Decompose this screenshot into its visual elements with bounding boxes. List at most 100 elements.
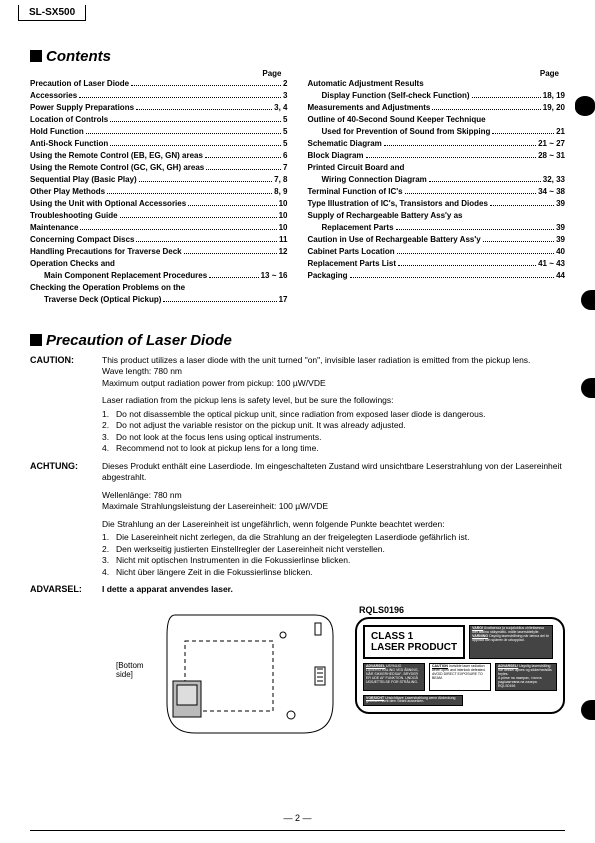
toc-left-col: Page Precaution of Laser Diode2Accessori… — [30, 69, 288, 306]
toc-row: Checking the Operation Problems on the — [30, 282, 288, 294]
precaution-heading: Precaution of Laser Diode — [30, 332, 565, 349]
toc-dots — [492, 128, 554, 134]
toc-dots — [350, 272, 555, 278]
toc-page: 34 ~ 38 — [538, 186, 565, 198]
toc-row: Sequential Play (Basic Play) 7, 8 — [30, 174, 288, 186]
plate-border: CLASS 1 LASER PRODUCT VARO! Avattaessa j… — [355, 617, 565, 714]
toc-label: Schematic Diagram — [308, 138, 382, 150]
numbered-item: 4.Recommend not to look at pickup lens f… — [102, 443, 565, 454]
toc-row: Hold Function5 — [30, 126, 288, 138]
figure-row: [Bottom side] RQLS0196 CLASS 1 LASER PRO… — [30, 605, 565, 735]
toc-label: Anti-Shock Function — [30, 138, 108, 150]
square-bullet-icon — [30, 50, 42, 62]
item-text: Do not adjust the variable resistor on t… — [116, 420, 406, 431]
toc-label: Other Play Methods — [30, 186, 105, 198]
toc-dots — [396, 224, 555, 230]
toc-label: Handling Precautions for Traverse Deck — [30, 246, 182, 258]
item-number: 4. — [102, 567, 116, 578]
toc-label: Replacement Parts List — [308, 258, 396, 270]
toc-label: Precaution of Laser Diode — [30, 78, 129, 90]
toc-row: Measurements and Adjustments19, 20 — [308, 102, 566, 114]
toc-label: Measurements and Adjustments — [308, 102, 431, 114]
toc-dots — [483, 236, 554, 242]
toc-page: 13 ~ 16 — [261, 270, 288, 282]
toc-page: 3, 4 — [274, 102, 287, 114]
toc-page: 12 — [279, 246, 288, 258]
toc-row: Caution in Use of Rechargeable Battery A… — [308, 234, 566, 246]
toc-row: Handling Precautions for Traverse Deck 12 — [30, 246, 288, 258]
toc-dots — [131, 80, 281, 86]
precaution-title: Precaution of Laser Diode — [46, 332, 232, 349]
achtung-label: ACHTUNG: — [30, 461, 96, 578]
toc-label: Sequential Play (Basic Play) — [30, 174, 137, 186]
toc-right-col: Page Automatic Adjustment ResultsDisplay… — [308, 69, 566, 306]
item-number: 3. — [102, 555, 116, 566]
toc-label: Supply of Rechargeable Battery Ass'y as — [308, 210, 463, 222]
toc-row: Automatic Adjustment Results — [308, 78, 566, 90]
toc-row: Precaution of Laser Diode 2 — [30, 78, 288, 90]
toc-dots — [384, 140, 536, 146]
toc-label: Concerning Compact Discs — [30, 234, 134, 246]
square-bullet-icon — [30, 334, 42, 346]
item-text: Nicht mit optischen Instrumenten in die … — [116, 555, 350, 566]
toc-page: 40 — [556, 246, 565, 258]
toc-label: Block Diagram — [308, 150, 364, 162]
toc-columns: Page Precaution of Laser Diode2Accessori… — [30, 69, 565, 306]
item-text: Recommend not to look at pickup lens for… — [116, 443, 319, 454]
thumb-tab-1 — [575, 96, 595, 116]
class1-line1: CLASS 1 — [371, 631, 413, 642]
caution-label: CAUTION: — [30, 355, 96, 455]
toc-page: 10 — [279, 198, 288, 210]
toc-page: 7, 8 — [274, 174, 287, 186]
item-text: Nicht über längere Zeit in die Fokussier… — [116, 567, 313, 578]
toc-page: 10 — [279, 210, 288, 222]
toc-page: 11 — [279, 234, 287, 246]
toc-label: Operation Checks and — [30, 258, 115, 270]
toc-dots — [188, 200, 276, 206]
toc-dots — [80, 224, 276, 230]
toc-dots — [79, 92, 281, 98]
caution-line: This product utilizes a laser diode with… — [102, 355, 565, 366]
toc-row: Used for Prevention of Sound from Skippi… — [308, 126, 566, 138]
toc-label: Using the Remote Control (GC, GK, GH) ar… — [30, 162, 204, 174]
toc-row: Terminal Function of IC's34 ~ 38 — [308, 186, 566, 198]
toc-page: 39 — [556, 222, 565, 234]
toc-label: Accessories — [30, 90, 77, 102]
toc-label: Wiring Connection Diagram — [322, 174, 427, 186]
toc-dots — [397, 248, 554, 254]
toc-page: 2 — [283, 78, 287, 90]
toc-row: Using the Unit with Optional Accessories… — [30, 198, 288, 210]
achtung-line: Dieses Produkt enthält eine Laserdiode. … — [102, 461, 565, 484]
item-number: 2. — [102, 420, 116, 431]
toc-row: Using the Remote Control (EB, EG, GN) ar… — [30, 150, 288, 162]
toc-label: Display Function (Self-check Function) — [322, 90, 470, 102]
toc-page: 39 — [556, 234, 565, 246]
toc-page: 5 — [283, 114, 287, 126]
toc-dots — [206, 164, 281, 170]
toc-dots — [136, 236, 277, 242]
toc-label: Main Component Replacement Procedures — [44, 270, 207, 282]
toc-page: 3 — [283, 90, 287, 102]
toc-row: Wiring Connection Diagram32, 33 — [308, 174, 566, 186]
caution-block: CAUTION: This product utilizes a laser d… — [30, 355, 565, 455]
toc-dots — [163, 296, 276, 302]
warning-box: VORSICHT Unsichtbare Laserstrahlung wenn… — [363, 695, 463, 707]
toc-dots — [120, 212, 277, 218]
numbered-item: 3.Do not look at the focus lens using op… — [102, 432, 565, 443]
achtung-line: Maximale Strahlungsleistung der Laserein… — [102, 501, 565, 512]
plate-code: RQLS0196 — [359, 605, 565, 615]
advarsel-block: ADVARSEL: I dette a apparat anvendes las… — [30, 584, 565, 595]
device-bottom-drawing — [165, 605, 335, 735]
achtung-block: ACHTUNG: Dieses Produkt enthält eine Las… — [30, 461, 565, 578]
warning-box: ADVARSEL USYNLIG LASERSTRÅLING VED ÅBNIN… — [363, 663, 425, 690]
warning-box: VARO! Avattaessa ja suojalukitus ohitett… — [469, 625, 553, 659]
toc-dots — [490, 200, 554, 206]
toc-dots — [205, 152, 281, 158]
toc-row: Packaging44 — [308, 270, 566, 282]
toc-row: Block Diagram28 ~ 31 — [308, 150, 566, 162]
toc-label: Outline of 40-Second Sound Keeper Techni… — [308, 114, 486, 126]
toc-row: Anti-Shock Function5 — [30, 138, 288, 150]
item-text: Die Lasereinheit nicht zerlegen, da die … — [116, 532, 469, 543]
toc-label: Location of Controls — [30, 114, 108, 126]
toc-page: 7 — [283, 162, 287, 174]
